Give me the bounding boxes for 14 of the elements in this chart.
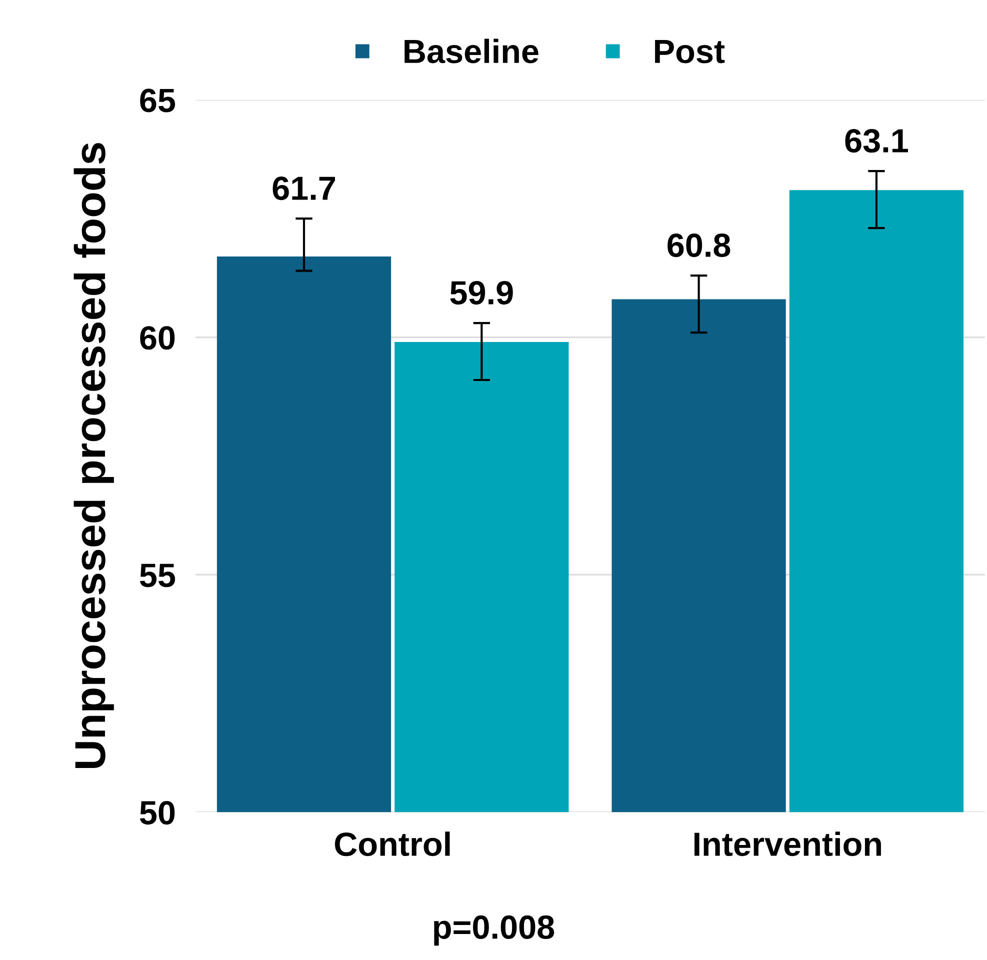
x-tick-label: Intervention [694,832,881,856]
y-axis-title: Unprocessed processed foods [74,143,114,768]
data-label: 63.1 [845,129,908,153]
legend-label: Baseline [404,38,538,64]
y-tick-label: 55 [140,564,176,588]
data-label: 61.7 [272,176,335,200]
data-label: 59.9 [450,280,513,305]
y-tick-label: 65 [140,88,176,112]
legend-label: Post [655,40,725,64]
text: p=0.008 [434,915,554,946]
x-tick-label: Control [334,832,450,856]
data-label: 60.8 [668,233,730,258]
y-tick-label: 50 [140,800,175,825]
y-tick-label: 60 [140,326,175,350]
